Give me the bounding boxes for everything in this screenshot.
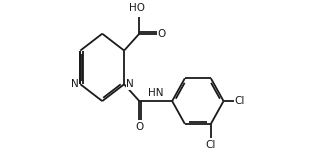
Text: O: O	[135, 122, 143, 132]
Text: N: N	[71, 79, 78, 89]
Text: Cl: Cl	[234, 96, 245, 106]
Text: HO: HO	[129, 3, 145, 13]
Text: O: O	[157, 29, 166, 39]
Text: Cl: Cl	[206, 140, 216, 150]
Text: N: N	[126, 79, 134, 89]
Text: HN: HN	[148, 88, 163, 98]
